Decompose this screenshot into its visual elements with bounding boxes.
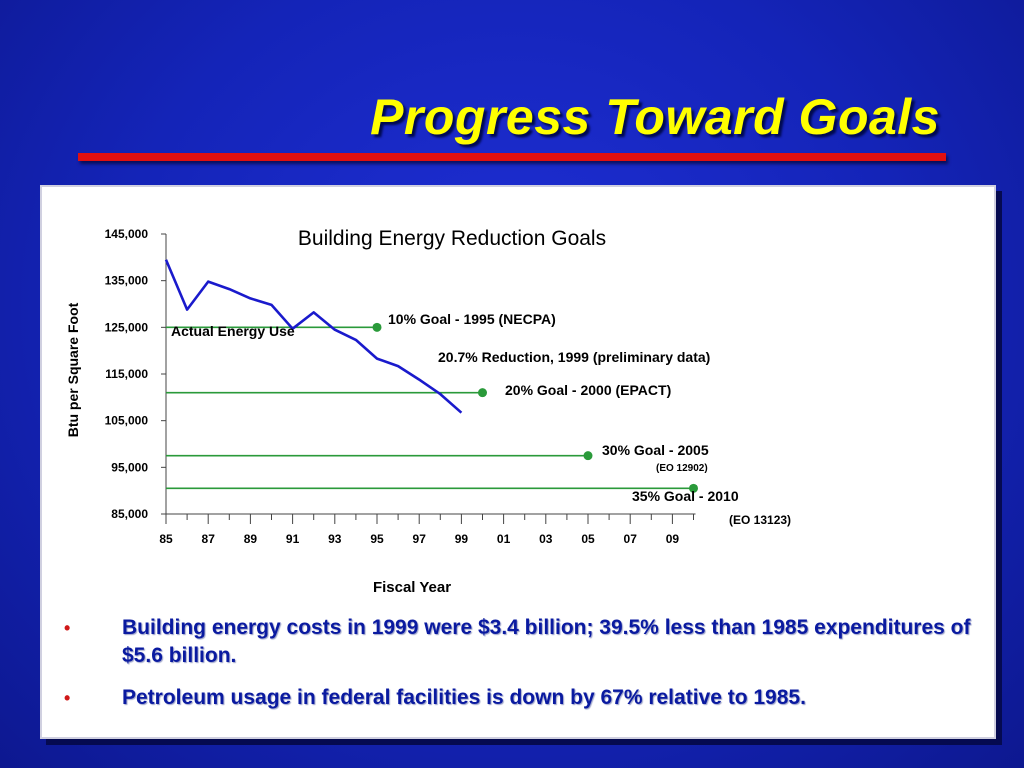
x-tick-label: 09	[666, 532, 680, 546]
bullet-item: • Building energy costs in 1999 were $3.…	[64, 614, 974, 670]
series-lines	[164, 259, 463, 414]
bullet-dot-icon: •	[64, 618, 71, 638]
bullet-text: Building energy costs in 1999 were $3.4 …	[122, 616, 971, 667]
series-label-actual: Actual Energy Use	[171, 323, 295, 339]
x-tick-label: 01	[497, 532, 511, 546]
energy-chart: Building Energy Reduction Goals Btu per …	[65, 227, 791, 596]
y-tick-label: 85,000	[111, 507, 148, 521]
goal-label-2010: 35% Goal - 2010	[632, 488, 739, 504]
chart-axes: 85,000 95,000 105,000 115,000 125,000 135,000…	[105, 227, 696, 546]
goal-lines	[166, 322, 698, 493]
goal-label-2000: 20% Goal - 2000 (EPACT)	[505, 382, 671, 398]
goal-sub-2010: (EO 13123)	[729, 513, 791, 527]
y-tick-label: 105,000	[105, 414, 149, 428]
goal-marker	[583, 451, 593, 461]
x-tick-label: 91	[286, 532, 300, 546]
x-tick-label: 03	[539, 532, 553, 546]
y-tick-label: 125,000	[105, 320, 149, 334]
x-tick-label: 97	[413, 532, 427, 546]
x-tick-label: 95	[370, 532, 384, 546]
goal-marker	[478, 388, 487, 398]
bullet-dot-icon: •	[64, 688, 71, 708]
goal-label-1995: 10% Goal - 1995 (NECPA)	[388, 311, 556, 327]
slide-title: Progress Toward Goals	[370, 89, 940, 145]
y-axis-label: Btu per Square Foot	[65, 302, 81, 437]
x-axis-label: Fiscal Year	[373, 579, 451, 596]
chart-title: Building Energy Reduction Goals	[298, 227, 606, 250]
bullet-text: Petroleum usage in federal facilities is…	[122, 686, 806, 709]
y-tick-label: 95,000	[111, 460, 148, 474]
goal-label-2005: 30% Goal - 2005	[602, 442, 709, 458]
goal-sub-2005: (EO 12902)	[656, 463, 708, 474]
y-tick-label: 145,000	[105, 227, 149, 241]
x-tick-label: 85	[159, 532, 173, 546]
bullet-item: • Petroleum usage in federal facilities …	[64, 684, 974, 712]
bullet-list: • Building energy costs in 1999 were $3.…	[64, 614, 974, 726]
chart-panel: Building Energy Reduction Goals Btu per …	[40, 185, 996, 739]
x-tick-label: 07	[624, 532, 638, 546]
x-tick-label: 93	[328, 532, 342, 546]
x-tick-label: 89	[244, 532, 258, 546]
goal-marker	[372, 322, 382, 332]
reduction-annotation: 20.7% Reduction, 1999 (preliminary data)	[438, 349, 710, 365]
goal-marker	[689, 483, 698, 493]
x-tick-label: 99	[455, 532, 469, 546]
y-tick-label: 135,000	[105, 274, 149, 288]
x-tick-label: 05	[581, 532, 595, 546]
y-tick-label: 115,000	[105, 367, 148, 381]
title-underline	[78, 153, 946, 161]
series-line-actual-energy	[164, 259, 463, 414]
x-tick-label: 87	[202, 532, 216, 546]
